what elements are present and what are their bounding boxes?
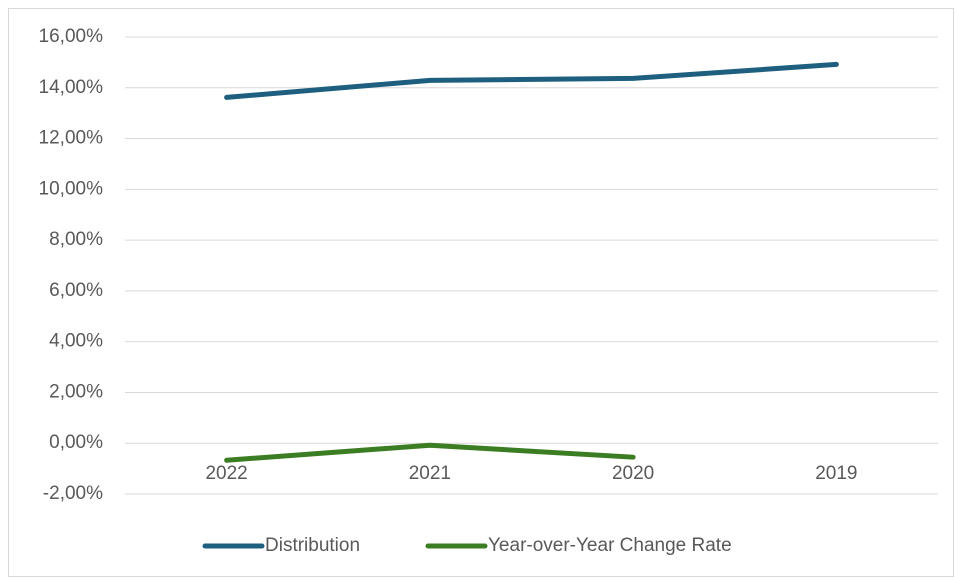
series-line: [224, 61, 839, 100]
y-tick-label: 16,00%: [39, 26, 104, 47]
series-line: [224, 442, 636, 463]
y-tick-label: 6,00%: [49, 280, 103, 301]
y-tick-label: 14,00%: [39, 77, 104, 98]
y-tick-label: 12,00%: [39, 128, 104, 149]
y-tick-label: 2,00%: [49, 381, 103, 402]
legend-label: Distribution: [265, 535, 360, 556]
y-tick-label: 4,00%: [49, 331, 103, 352]
chart-frame: [8, 8, 954, 577]
x-tick-label: 2020: [612, 463, 654, 484]
y-tick-label: 8,00%: [49, 229, 103, 250]
x-tick-label: 2019: [815, 463, 857, 484]
legend-label: Year-over-Year Change Rate: [488, 535, 732, 556]
x-tick-label: 2022: [205, 463, 247, 484]
y-tick-label: 0,00%: [49, 432, 103, 453]
x-tick-label: 2021: [409, 463, 451, 484]
y-tick-label: 10,00%: [39, 178, 104, 199]
y-tick-label: -2,00%: [43, 483, 103, 504]
